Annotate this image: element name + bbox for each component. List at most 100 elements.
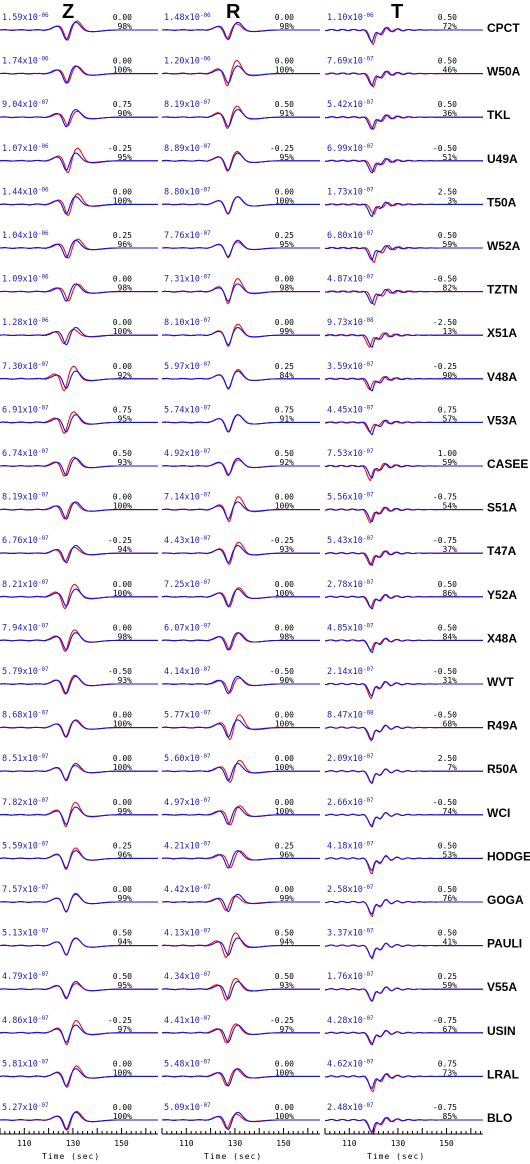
waveform-pair-z [0, 980, 158, 1000]
synthetic-trace [0, 283, 158, 302]
amplitude-label: 7.25x10-07 [164, 579, 211, 590]
observed-trace [161, 283, 320, 302]
time-shift-label: 0.00 [275, 580, 294, 589]
waveform-pair-z [0, 1019, 158, 1045]
waveform-pair-z [0, 544, 158, 564]
time-shift-label: -0.50 [433, 275, 457, 284]
amplitude-label: 8.51x10-07 [2, 753, 49, 764]
fit-percent-label: 99% [118, 894, 133, 903]
observed-trace [161, 239, 320, 259]
time-shift-label: 0.00 [275, 623, 294, 632]
waveform-pair-z [0, 108, 158, 128]
amplitude-label: 7.69x10-07 [327, 56, 374, 67]
observed-trace [325, 899, 483, 915]
fit-percent-label: 98% [118, 632, 133, 641]
amplitude-label: 4.97x10-07 [164, 797, 211, 808]
observed-trace [325, 506, 483, 523]
observed-trace [162, 544, 320, 564]
observed-trace [325, 158, 483, 174]
observed-trace [161, 21, 320, 41]
amplitude-label: 5.13x10-07 [2, 928, 49, 939]
fit-percent-label: 95% [118, 981, 133, 990]
observed-trace [162, 762, 320, 782]
observed-trace [0, 501, 158, 520]
amplitude-label: 1.10x10-06 [327, 12, 374, 23]
waveform-pair-r [161, 587, 320, 608]
time-shift-label: -0.50 [270, 667, 294, 676]
fit-percent-label: 68% [443, 720, 458, 729]
observed-trace [0, 1068, 158, 1087]
fit-percent-label: 95% [118, 153, 133, 162]
synthetic-trace [161, 241, 320, 258]
time-shift-label: -0.25 [270, 1016, 294, 1025]
waveform-pair-z [0, 283, 158, 302]
amplitude-label: 2.09x10-07 [327, 753, 374, 764]
observed-trace [325, 1030, 483, 1046]
fit-percent-label: 100% [113, 1112, 132, 1121]
time-shift-label: -0.75 [433, 536, 457, 545]
time-shift-label: -0.50 [433, 798, 457, 807]
fit-percent-label: 94% [118, 545, 133, 554]
station-name: TZTN [487, 283, 518, 297]
fit-percent-label: 72% [443, 22, 458, 31]
observed-trace [161, 1111, 320, 1131]
time-axis-t: 110 130 150 Time (sec) [324, 1128, 483, 1161]
fit-percent-label: 100% [275, 720, 294, 729]
waveform-pair-z [0, 762, 158, 782]
time-shift-label: 0.00 [275, 13, 294, 22]
waveform-pair-r [161, 893, 320, 913]
fit-percent-label: 3% [447, 196, 457, 205]
time-shift-label: 0.00 [275, 798, 294, 807]
station-name: S51A [487, 501, 517, 515]
fit-percent-label: 41% [443, 938, 458, 947]
fit-percent-label: 90% [118, 109, 133, 118]
observed-trace [325, 724, 483, 741]
waveform-pair-t [324, 637, 483, 653]
fit-percent-label: 59% [443, 240, 458, 249]
amplitude-label: 1.74x10-06 [2, 56, 49, 67]
amplitude-label: 5.60x10-07 [164, 753, 211, 764]
station-name: PAULI [487, 937, 522, 951]
waveform-pair-t [324, 506, 483, 524]
fit-percent-label: 93% [280, 981, 295, 990]
fit-percent-label: 94% [118, 938, 133, 947]
synthetic-trace [0, 983, 158, 998]
waveform-pair-t [324, 680, 483, 700]
observed-trace [161, 588, 320, 608]
station-name: WVT [487, 675, 514, 689]
amplitude-label: 7.30x10-07 [2, 361, 49, 372]
amplitude-label: 5.56x10-07 [327, 492, 374, 503]
time-shift-label: 0.00 [275, 711, 294, 720]
time-shift-label: 0.00 [113, 580, 132, 589]
amplitude-label: 4.21x10-07 [164, 840, 211, 851]
fit-percent-label: 100% [275, 196, 294, 205]
amplitude-label: 7.57x10-07 [2, 884, 49, 895]
observed-trace [325, 594, 483, 610]
waveform-pair-r [161, 278, 320, 305]
station-name: V55A [487, 980, 517, 994]
observed-trace [161, 893, 320, 913]
observed-trace [325, 70, 483, 87]
time-shift-label: 0.25 [113, 231, 132, 240]
x-axis-title: Time (sec) [204, 1152, 262, 1161]
time-shift-label: 0.00 [113, 13, 132, 22]
time-shift-label: 0.50 [275, 100, 294, 109]
fit-percent-label: 82% [443, 284, 458, 293]
amplitude-label: 6.07x10-07 [164, 622, 211, 633]
amplitude-label: 3.37x10-07 [327, 928, 374, 939]
amplitude-label: 6.74x10-07 [2, 448, 49, 459]
synthetic-trace [0, 937, 158, 956]
fit-percent-label: 84% [443, 632, 458, 641]
waveform-pair-z [0, 629, 158, 653]
time-shift-label: 0.00 [113, 711, 132, 720]
fit-percent-label: 84% [280, 371, 295, 380]
station-name: R50A [487, 762, 518, 776]
waveform-pair-r [161, 805, 320, 826]
time-shift-label: 0.00 [275, 885, 294, 894]
